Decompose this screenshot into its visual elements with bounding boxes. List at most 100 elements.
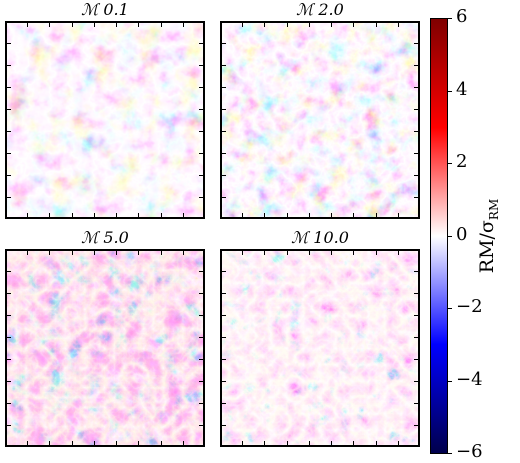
panel-axis-tick bbox=[49, 441, 50, 447]
panel-axis-tick bbox=[183, 21, 184, 27]
panel-axis-tick bbox=[414, 271, 420, 272]
colorbar-tick-label: −6 bbox=[456, 441, 483, 462]
panel-axis-tick bbox=[220, 403, 226, 404]
panel-axis-tick bbox=[353, 441, 354, 447]
panel-axis-tick bbox=[309, 441, 310, 447]
panel-axis-tick bbox=[376, 213, 377, 219]
panel-axis-tick bbox=[287, 21, 288, 27]
panel-axis-tick bbox=[309, 249, 310, 255]
panel-axis-tick bbox=[138, 441, 139, 447]
panel-axis-tick bbox=[414, 425, 420, 426]
panel-axis-tick bbox=[331, 21, 332, 27]
panel-axis-tick bbox=[27, 213, 28, 219]
colorbar-tick bbox=[447, 308, 452, 309]
panel-axis-tick bbox=[94, 249, 95, 255]
panel-axis-tick bbox=[5, 197, 11, 198]
colorbar-tick-label: 0 bbox=[456, 224, 468, 245]
rm-map-mach-0-1 bbox=[7, 23, 203, 217]
panel-axis-tick bbox=[220, 175, 226, 176]
panel-axis-tick bbox=[5, 43, 11, 44]
panel-axis-tick bbox=[287, 249, 288, 255]
panel-axis-tick bbox=[5, 153, 11, 154]
panel-axis-tick bbox=[5, 337, 11, 338]
panel-axis-tick bbox=[183, 441, 184, 447]
panel-axis-tick bbox=[220, 153, 226, 154]
panel-axis-tick bbox=[414, 87, 420, 88]
panel-axis-tick bbox=[72, 441, 73, 447]
panel-axis-tick bbox=[94, 21, 95, 27]
panel-axis-tick bbox=[27, 441, 28, 447]
panel-axis-tick bbox=[161, 249, 162, 255]
panel-axis-tick bbox=[199, 153, 205, 154]
panel-mach-10-0 bbox=[220, 249, 420, 447]
panel-axis-tick bbox=[414, 153, 420, 154]
panel-axis-tick bbox=[199, 87, 205, 88]
panel-axis-tick bbox=[5, 425, 11, 426]
panel-axis-tick bbox=[353, 21, 354, 27]
panel-axis-tick bbox=[49, 249, 50, 255]
colorbar-tick bbox=[447, 163, 452, 164]
panel-axis-tick bbox=[414, 197, 420, 198]
panel-axis-tick bbox=[183, 249, 184, 255]
panel-axis-tick bbox=[242, 441, 243, 447]
panel-axis-tick bbox=[5, 109, 11, 110]
panel-axis-tick bbox=[398, 213, 399, 219]
panel-axis-tick bbox=[199, 175, 205, 176]
panel-axis-tick bbox=[414, 131, 420, 132]
panel-axis-tick bbox=[414, 381, 420, 382]
panel-axis-tick bbox=[116, 21, 117, 27]
panel-axis-tick bbox=[242, 21, 243, 27]
panel-axis-tick bbox=[242, 249, 243, 255]
panel-axis-tick bbox=[220, 315, 226, 316]
panel-axis-tick bbox=[49, 213, 50, 219]
panel-axis-tick bbox=[264, 441, 265, 447]
panel-axis-tick bbox=[199, 359, 205, 360]
panel-title-mach-2-0: ℳ 2.0 bbox=[296, 0, 344, 19]
panel-axis-tick bbox=[220, 271, 226, 272]
colorbar-gradient bbox=[431, 19, 447, 453]
panel-axis-tick bbox=[353, 213, 354, 219]
panel-title-mach-10-0: ℳ 10.0 bbox=[291, 228, 349, 247]
colorbar-tick-label: 2 bbox=[456, 151, 468, 172]
panel-axis-tick bbox=[199, 315, 205, 316]
colorbar-tick-label: −4 bbox=[456, 369, 483, 390]
panel-axis-tick bbox=[220, 65, 226, 66]
panel-axis-tick bbox=[264, 21, 265, 27]
colorbar-tick bbox=[447, 18, 452, 19]
panel-axis-tick bbox=[199, 293, 205, 294]
panel-axis-tick bbox=[27, 249, 28, 255]
panel-axis-tick bbox=[414, 403, 420, 404]
panel-axis-tick bbox=[220, 337, 226, 338]
panel-title-mach-5-0: ℳ 5.0 bbox=[81, 228, 129, 247]
panel-axis-tick bbox=[5, 175, 11, 176]
panel-axis-tick bbox=[5, 381, 11, 382]
panel-axis-tick bbox=[331, 441, 332, 447]
panel-axis-tick bbox=[199, 381, 205, 382]
rm-map-mach-10-0 bbox=[222, 251, 418, 445]
panel-axis-tick bbox=[376, 21, 377, 27]
panel-axis-tick bbox=[287, 213, 288, 219]
panel-axis-tick bbox=[220, 109, 226, 110]
panel-axis-tick bbox=[94, 441, 95, 447]
panel-axis-tick bbox=[27, 21, 28, 27]
panel-axis-tick bbox=[72, 249, 73, 255]
panel-axis-tick bbox=[414, 315, 420, 316]
panel-mach-2-0 bbox=[220, 21, 420, 219]
panel-axis-tick bbox=[220, 425, 226, 426]
panel-axis-tick bbox=[309, 21, 310, 27]
panel-axis-tick bbox=[199, 65, 205, 66]
panel-axis-tick bbox=[116, 441, 117, 447]
rm-map-mach-2-0 bbox=[222, 23, 418, 217]
panel-axis-tick bbox=[5, 359, 11, 360]
panel-axis-tick bbox=[398, 441, 399, 447]
panel-axis-tick bbox=[5, 87, 11, 88]
panel-title-mach-0-1: ℳ 0.1 bbox=[81, 0, 129, 19]
panel-axis-tick bbox=[309, 213, 310, 219]
panel-axis-tick bbox=[5, 315, 11, 316]
panel-axis-tick bbox=[414, 175, 420, 176]
panel-axis-tick bbox=[72, 21, 73, 27]
panel-axis-tick bbox=[414, 65, 420, 66]
panel-axis-tick bbox=[138, 249, 139, 255]
panel-mach-0-1 bbox=[5, 21, 205, 219]
panel-axis-tick bbox=[414, 109, 420, 110]
